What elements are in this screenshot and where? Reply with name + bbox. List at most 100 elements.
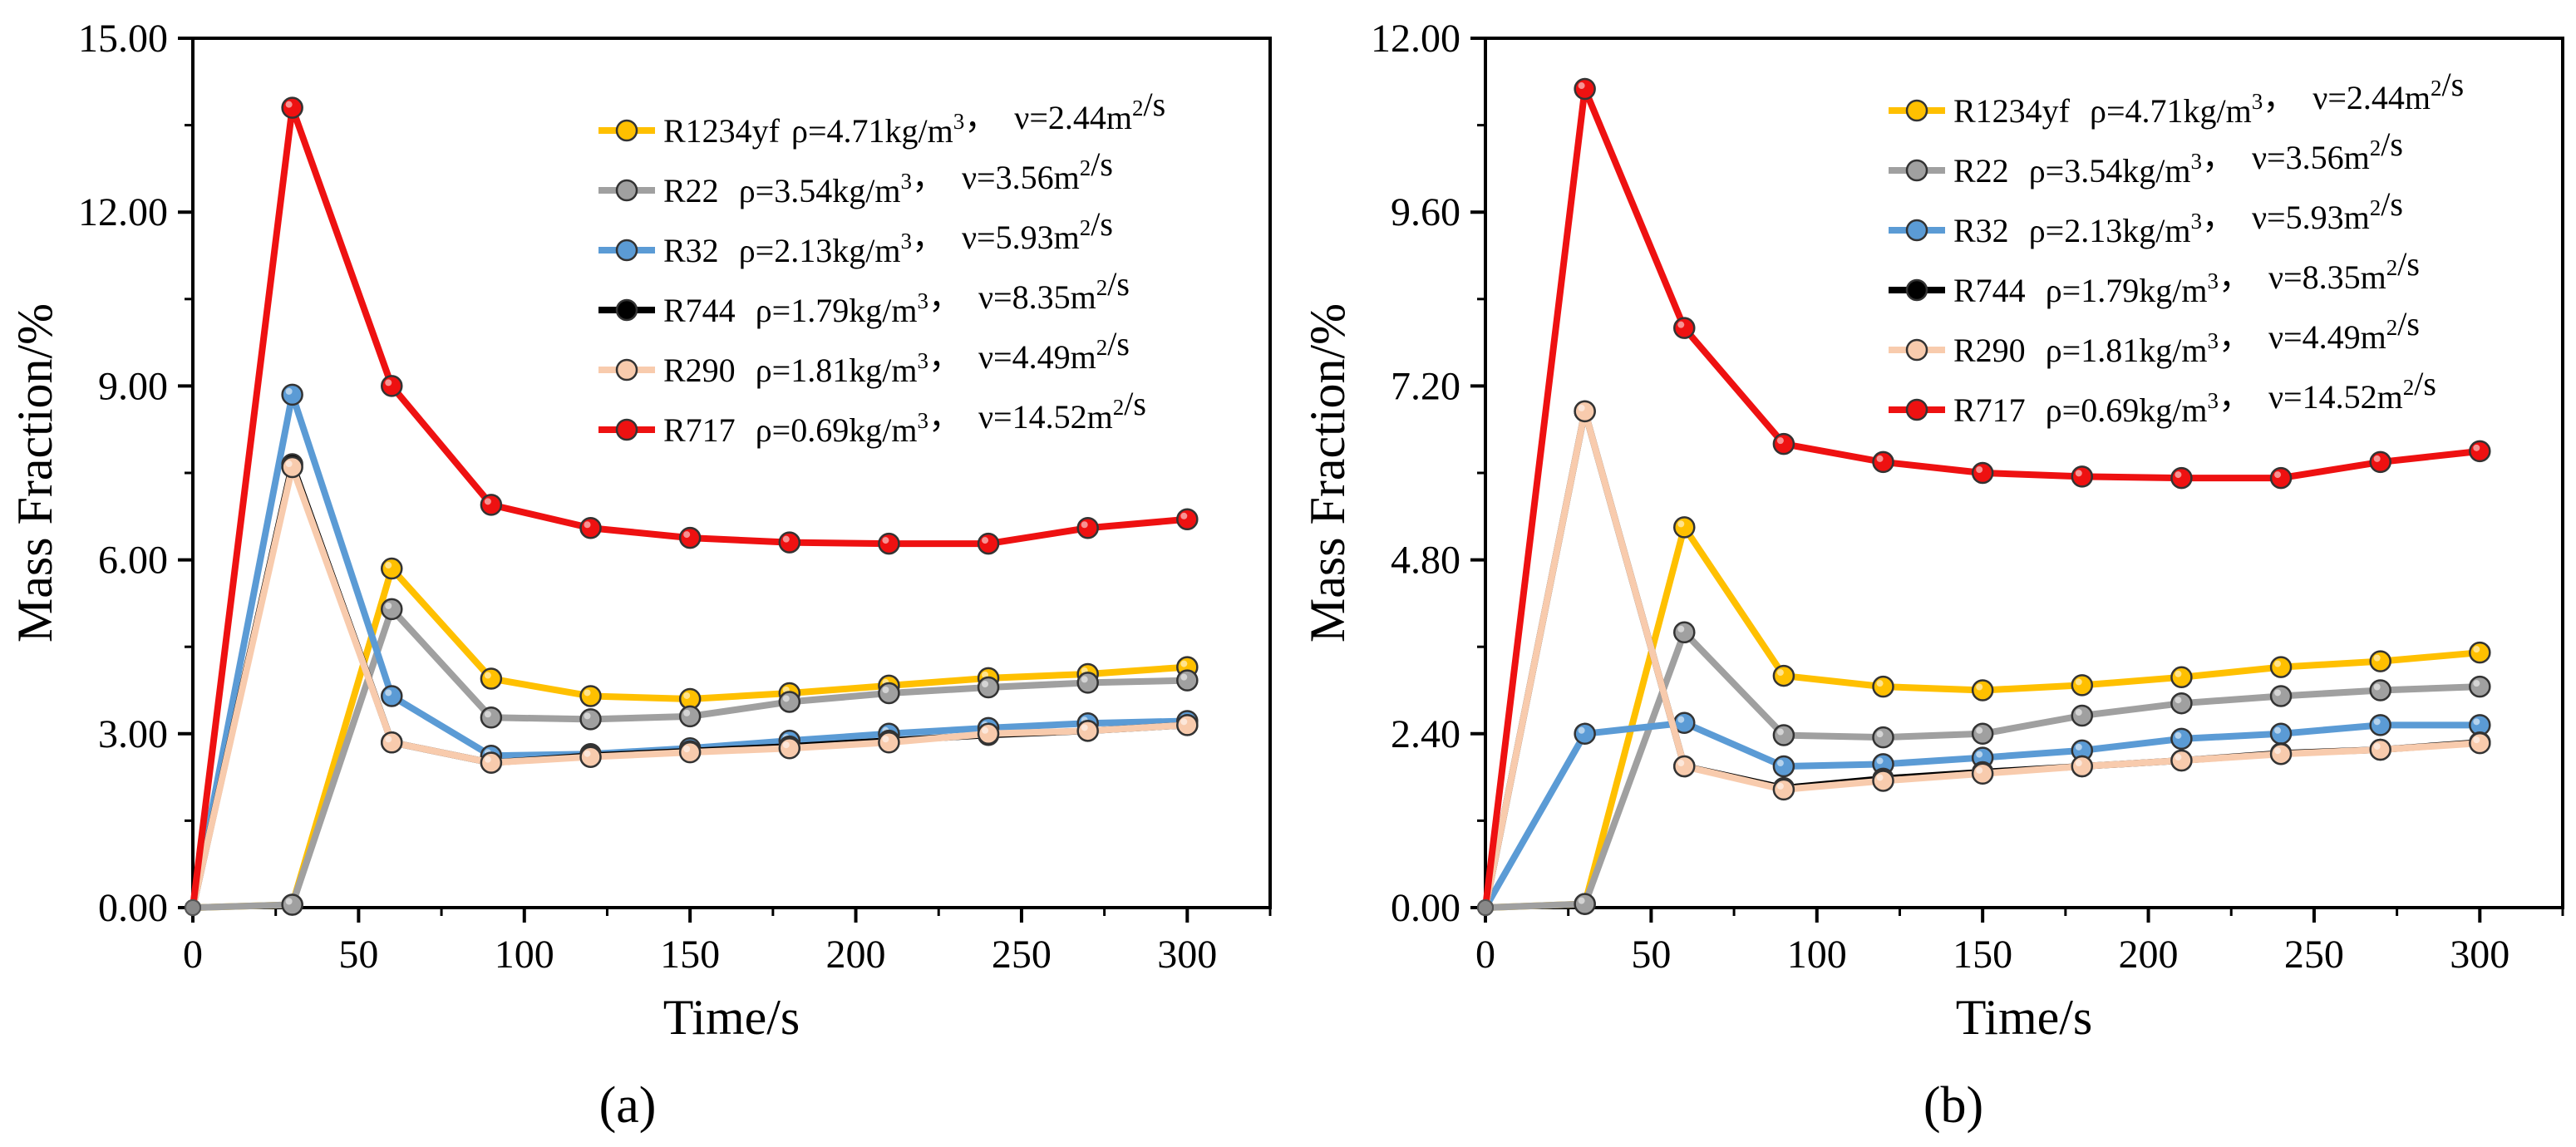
data-point: [977, 676, 1000, 699]
x-tick-label: 50: [338, 933, 378, 977]
data-point: [480, 706, 503, 729]
point-highlight: [2274, 689, 2282, 697]
legend-entry: R290 ρ=1.81kg/m3， ν=4.49m2/s: [663, 325, 1130, 389]
point-highlight: [1876, 757, 1884, 765]
legend-text-part: R22: [1953, 152, 2017, 190]
legend-text-part: /s: [2381, 126, 2403, 163]
data-point: [185, 899, 201, 916]
y-tick-label: 4.80: [1391, 539, 1460, 583]
point-highlight: [2373, 455, 2381, 462]
data-point: [480, 667, 503, 690]
legend-text-part: R290: [1953, 332, 2034, 369]
data-point: [1872, 726, 1894, 749]
point-highlight: [285, 460, 293, 468]
point-highlight: [1776, 437, 1784, 445]
point-highlight: [882, 736, 889, 743]
point-highlight: [2175, 754, 2182, 761]
point-highlight: [1180, 718, 1188, 726]
point-highlight: [1976, 683, 1983, 691]
data-point: [1574, 77, 1596, 101]
point-highlight: [2175, 670, 2182, 677]
legend-text-part: ρ=1.81kg/m: [756, 352, 918, 389]
data-point: [1971, 722, 1994, 746]
legend-superscript: 3: [953, 109, 965, 134]
legend-text-part: ν=2.44m: [2312, 79, 2431, 116]
legend-text-part: ρ=0.69kg/m: [756, 411, 918, 449]
y-tick-label: 9.60: [1391, 190, 1460, 234]
series-r32: [185, 383, 1199, 916]
legend-superscript: 3: [917, 288, 928, 313]
series-line: [1482, 407, 2480, 908]
legend-text-part: ，: [2202, 199, 2244, 236]
data-point: [480, 494, 503, 516]
point-highlight: [2075, 709, 2082, 716]
y-tick-label: 0.00: [98, 886, 168, 930]
point-highlight: [1776, 782, 1784, 790]
data-point: [579, 746, 602, 768]
point-highlight: [2274, 471, 2282, 479]
data-point: [2369, 650, 2391, 672]
legend-text-part: ν=8.35m: [2268, 258, 2386, 296]
data-point: [1477, 899, 1494, 916]
x-tick-label: 0: [183, 933, 203, 977]
data-point: [281, 455, 303, 479]
point-highlight: [2473, 718, 2480, 726]
point-highlight: [982, 726, 989, 734]
series-r22: [185, 598, 1199, 916]
point-highlight: [484, 672, 491, 679]
legend-text-part: ρ=3.54kg/m: [2029, 152, 2191, 190]
data-point: [1872, 675, 1894, 698]
legend-text-part: ，: [2219, 318, 2260, 356]
point-highlight: [1976, 466, 1983, 473]
legend-text-part: R32: [1953, 212, 2017, 249]
point-highlight: [2473, 736, 2480, 744]
x-tick-label: 300: [1157, 933, 1217, 977]
legend-entry: R1234yf ρ=4.71kg/m3， ν=2.44m2/s: [663, 86, 1165, 150]
point-highlight: [1081, 521, 1088, 529]
point-highlight: [484, 756, 491, 763]
legend-swatch-marker: [1905, 278, 1928, 302]
point-highlight: [2373, 718, 2381, 726]
y-tick-label: 6.00: [98, 539, 168, 583]
legend-superscript: 2: [2403, 375, 2415, 400]
x-axis-title: Time/s: [663, 990, 800, 1045]
data-point: [1772, 724, 1795, 746]
data-point: [1673, 516, 1696, 539]
point-highlight: [683, 746, 691, 753]
point-highlight: [2075, 760, 2082, 767]
point-highlight: [2274, 726, 2282, 734]
series-r290: [185, 455, 1199, 916]
y-tick-label: 12.00: [78, 190, 168, 234]
legend-superscript: 2: [1113, 395, 1125, 420]
y-axis-title: Mass Fraction/%: [1300, 303, 1355, 642]
x-tick-label: 100: [1787, 933, 1847, 977]
legend-text-part: R1234yf: [1953, 92, 2078, 130]
point-highlight: [982, 671, 989, 678]
data-point: [2170, 692, 2193, 715]
legend-text-part: /s: [1091, 145, 1113, 183]
data-point: [281, 96, 303, 119]
legend-swatch-marker: [1905, 338, 1928, 362]
series-r717: [1477, 77, 2491, 916]
point-highlight: [683, 531, 691, 539]
legend-swatch-marker: [615, 119, 638, 142]
legend-text-part: /s: [2414, 365, 2436, 402]
legend-text-part: ，: [2202, 139, 2244, 176]
legend-superscript: 2: [1096, 335, 1108, 360]
legend-text-part: ν=8.35m: [978, 278, 1096, 316]
point-highlight: [1976, 766, 1983, 774]
legend-text-part: ρ=0.69kg/m: [2046, 391, 2208, 429]
point-highlight: [782, 535, 790, 543]
panel-label-a: (a): [599, 1077, 657, 1134]
data-point: [2469, 641, 2491, 664]
point-highlight: [1876, 731, 1884, 738]
legend-text-part: ν=4.49m: [2268, 318, 2386, 356]
point-highlight: [1180, 660, 1188, 667]
legend-superscript: 3: [2190, 149, 2202, 174]
point-highlight: [1677, 520, 1685, 528]
data-point: [1772, 778, 1795, 801]
legend-text-part: ，: [2219, 378, 2260, 416]
legend-text-part: ，: [2219, 258, 2260, 296]
data-point: [778, 736, 801, 760]
data-point: [2369, 450, 2391, 474]
